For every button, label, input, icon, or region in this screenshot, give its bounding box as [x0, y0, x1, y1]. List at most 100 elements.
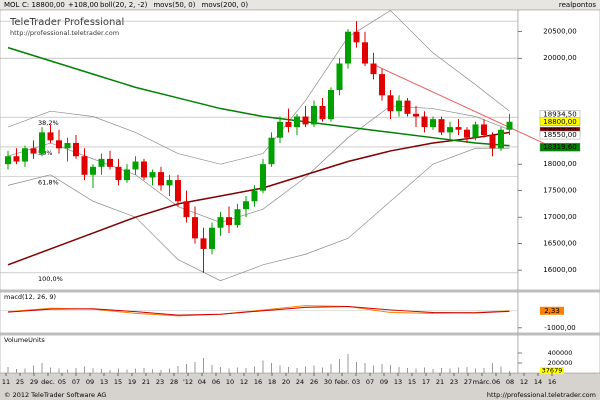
- candle-body: [328, 90, 334, 120]
- candle-body: [285, 121, 292, 128]
- volume-bar: [203, 358, 204, 373]
- price-marker-box: [539, 143, 581, 152]
- volume-bar: [135, 368, 136, 373]
- candle-body: [302, 116, 309, 125]
- volume-bar: [364, 363, 366, 373]
- volume-bar: [101, 369, 102, 373]
- candle-body: [268, 137, 275, 165]
- price-marker-label: 18550,00: [543, 131, 576, 139]
- candle-body: [234, 209, 241, 226]
- macd-value-box: [540, 306, 564, 315]
- volume-value-box: [540, 367, 564, 375]
- candle-body: [472, 124, 479, 138]
- volume-bar: [271, 363, 272, 373]
- candle-body: [379, 74, 385, 96]
- candle-body: [243, 201, 249, 210]
- candle-body: [311, 105, 317, 125]
- candle-body: [30, 148, 37, 154]
- price-marker-label: 18800,00: [543, 118, 576, 126]
- volume-bar: [313, 365, 315, 373]
- legend-entry: movs(50, 0): [153, 1, 195, 9]
- price-marker-label: 18319,60: [543, 143, 576, 151]
- candle-body: [39, 132, 45, 154]
- volume-bar: [262, 360, 264, 373]
- volume-bar: [126, 369, 128, 373]
- candle-body: [132, 161, 139, 170]
- candle-body: [498, 129, 504, 149]
- x-tick-label: 07: [72, 378, 80, 386]
- volume-bar: [373, 365, 374, 373]
- candle-body: [413, 113, 419, 117]
- volume-bar: [288, 367, 289, 373]
- footer-url: http://professional.teletrader.com: [487, 391, 596, 399]
- volume-bar: [75, 368, 77, 373]
- fib-label: 61,8%: [38, 179, 59, 187]
- fib-label: 50%: [38, 149, 52, 157]
- volume-bar: [7, 367, 9, 373]
- macd-value-label: 2,33: [544, 307, 560, 315]
- x-tick-label: 08: [506, 378, 514, 386]
- x-tick-label: 09: [380, 378, 388, 386]
- volume-bar: [381, 364, 383, 373]
- candle-body: [47, 132, 54, 141]
- x-tick-label: 21: [436, 378, 444, 386]
- candle-body: [481, 124, 487, 136]
- x-tick-label: 30: [324, 378, 332, 386]
- volume-bar: [322, 367, 323, 373]
- price-marker-label: 18934,50: [543, 111, 576, 119]
- macd-line: [7, 306, 510, 316]
- candle-body: [73, 142, 79, 157]
- candle-body: [447, 127, 453, 133]
- volume-bar: [41, 363, 43, 373]
- x-tick-label: 28: [170, 378, 178, 386]
- bollinger-upper: [7, 10, 510, 165]
- candle-body: [336, 63, 343, 90]
- quote: C: 18800,00: [22, 1, 65, 9]
- volume-bar: [356, 362, 357, 373]
- x-tick-label: 12: [520, 378, 528, 386]
- candle-body: [260, 164, 266, 191]
- x-tick-label: 11: [2, 378, 10, 386]
- candle-body: [192, 217, 198, 239]
- x-tick-label: 15: [408, 378, 416, 386]
- candle-body: [175, 180, 181, 202]
- copyright: © 2012 TeleTrader Software AG: [4, 391, 106, 399]
- fib-label: 100,0%: [38, 275, 63, 283]
- candle-body: [294, 116, 300, 128]
- y-tick-label: 20000,00: [543, 54, 576, 62]
- candle-body: [421, 116, 428, 128]
- header-bar: [0, 0, 600, 10]
- volume-bar: [279, 365, 281, 373]
- macd-title: macd(12, 26, 9): [4, 293, 56, 301]
- x-tick-label: '12: [183, 378, 193, 386]
- candle-body: [430, 119, 436, 128]
- candle-body: [107, 158, 113, 167]
- x-tick-label: 24: [296, 378, 304, 386]
- price-marker-box: [539, 117, 581, 126]
- moving-average: [7, 46, 510, 147]
- volume-bar: [305, 366, 306, 373]
- x-tick-label: 04: [198, 378, 206, 386]
- volume-bar: [483, 368, 485, 373]
- volume-bar: [347, 354, 349, 373]
- volume-bar: [16, 369, 17, 373]
- volume-bar: [398, 367, 400, 373]
- volume-bar: [407, 368, 408, 373]
- volume-bar: [449, 368, 451, 373]
- x-tick-label: 15: [114, 378, 122, 386]
- candle-body: [149, 172, 156, 178]
- volume-tick-label: 400000: [548, 349, 573, 357]
- volume-axis: [517, 334, 600, 374]
- volume-bar: [109, 370, 111, 373]
- volume-bar: [492, 363, 493, 373]
- volume-bar: [211, 365, 213, 373]
- volume-bar: [194, 362, 196, 373]
- candle-body: [489, 135, 496, 149]
- candle-body: [90, 166, 96, 175]
- candle-body: [455, 127, 462, 130]
- price-marker-box: [539, 130, 581, 140]
- volume-bar: [177, 366, 179, 373]
- volume-bar: [50, 367, 51, 373]
